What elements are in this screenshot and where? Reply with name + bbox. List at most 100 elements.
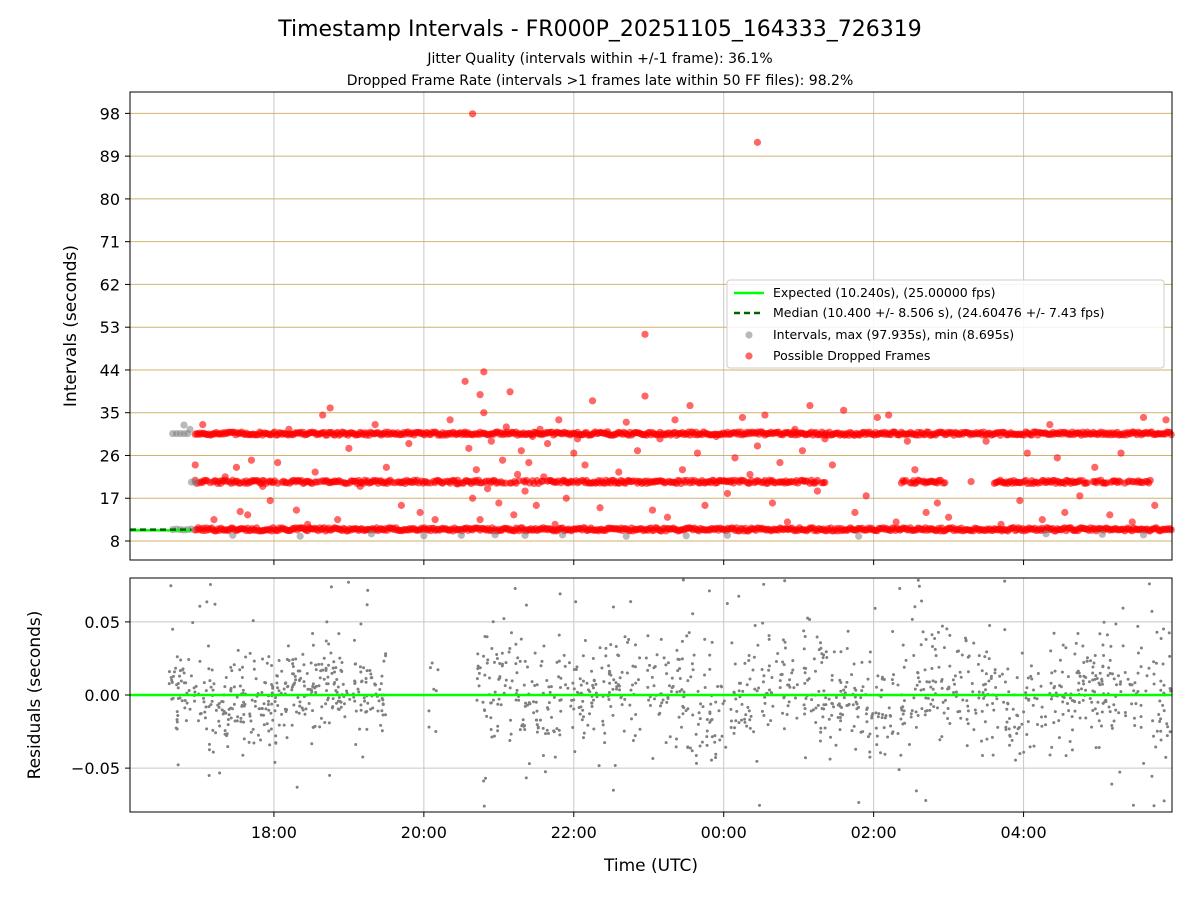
residual-point [594, 682, 598, 686]
residual-point [569, 704, 573, 708]
residual-point [514, 662, 518, 666]
residual-point [1085, 659, 1089, 663]
residual-point [767, 668, 771, 672]
residual-point [1130, 683, 1134, 687]
residual-point [700, 740, 704, 744]
residual-point [615, 687, 619, 691]
residual-point [229, 665, 233, 669]
residual-point [743, 717, 747, 721]
residual-point [666, 695, 670, 699]
residual-point [664, 663, 668, 667]
residual-point [768, 688, 772, 692]
residual-point [648, 663, 652, 667]
residual-point [591, 656, 595, 660]
residual-point [298, 704, 302, 708]
residual-point [324, 639, 328, 643]
residual-point [838, 728, 842, 732]
residual-point [1165, 734, 1169, 738]
residual-point [202, 681, 206, 685]
residual-point [476, 667, 480, 671]
residual-point [1139, 703, 1143, 707]
residual-point [1165, 722, 1169, 726]
residual-point [793, 696, 797, 700]
residual-point [678, 677, 682, 681]
residual-point [948, 721, 952, 725]
residual-point [785, 712, 789, 716]
residual-point [365, 727, 369, 731]
residual-point [571, 681, 575, 685]
residual-point [267, 729, 271, 733]
residual-point [1093, 653, 1097, 657]
interval-point [180, 421, 188, 429]
residual-point [598, 646, 602, 650]
residual-point [552, 695, 556, 699]
residual-point [229, 686, 233, 690]
residual-point [1007, 690, 1011, 694]
residual-point [756, 643, 760, 647]
residual-point [1139, 715, 1143, 719]
dropped-frame-point [446, 416, 454, 424]
residual-point [987, 679, 991, 683]
residual-point [1097, 719, 1101, 723]
residual-point [242, 704, 246, 708]
residual-point [852, 662, 856, 666]
residual-point [1114, 708, 1118, 712]
residual-point [655, 653, 659, 657]
residual-point [291, 658, 295, 662]
x-tick-label: 04:00 [1001, 823, 1047, 842]
residual-point [522, 683, 526, 687]
residual-point [629, 600, 633, 604]
residual-point [482, 804, 486, 808]
residual-point [964, 636, 968, 640]
residual-point [583, 638, 587, 642]
residual-point [489, 701, 493, 705]
residual-point [1013, 725, 1017, 729]
residual-point [280, 712, 284, 716]
residual-point [627, 637, 631, 641]
dropped-frame-point [761, 411, 769, 419]
dropped-frame-point [1076, 492, 1084, 500]
residual-point [600, 666, 604, 670]
intervals-y-tick-label: 44 [100, 361, 120, 380]
residual-point [1106, 673, 1110, 677]
residual-point [178, 696, 182, 700]
residual-point [923, 713, 927, 717]
residual-point [705, 735, 709, 739]
residual-point [254, 677, 258, 681]
dropped-frame-point [911, 466, 919, 474]
interval-point [855, 532, 863, 540]
residual-point [690, 749, 694, 753]
residual-point [880, 716, 884, 720]
residual-point [507, 650, 511, 654]
residual-point [1132, 689, 1136, 693]
dropped-frame-point [334, 516, 342, 524]
residual-point [902, 699, 906, 703]
residual-point [265, 661, 269, 665]
dropped-frame-point [656, 435, 664, 443]
residual-point [555, 660, 559, 664]
residual-point [269, 727, 273, 731]
residual-point [1082, 682, 1086, 686]
residual-point [822, 689, 826, 693]
residual-point [1147, 582, 1151, 586]
dropped-frame-point [513, 470, 522, 479]
residual-point [358, 727, 362, 731]
residual-point [331, 697, 335, 701]
residual-point [757, 686, 761, 690]
residual-point [193, 690, 197, 694]
residual-point [251, 727, 255, 731]
residual-point [646, 634, 650, 638]
residual-point [761, 621, 765, 625]
dropped-frame-point [840, 406, 848, 414]
residual-point [755, 689, 759, 693]
dropped-frame-point [783, 518, 792, 526]
residual-point [853, 695, 857, 699]
residual-point [850, 673, 854, 677]
residual-point [1020, 651, 1024, 655]
residual-point [670, 686, 674, 690]
residual-point [622, 729, 626, 733]
residual-point [659, 704, 663, 708]
residual-point [730, 641, 734, 645]
dropped-frame-point [521, 487, 529, 495]
residual-point [966, 709, 970, 713]
